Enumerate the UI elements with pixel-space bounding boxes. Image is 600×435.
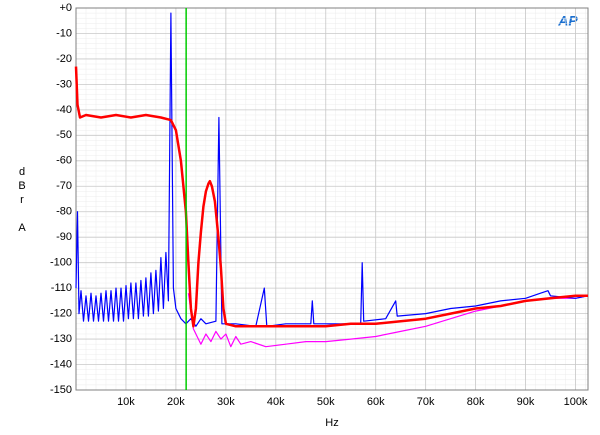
y-tick-label: -150 bbox=[50, 384, 72, 396]
series-line bbox=[75, 12, 589, 327]
x-tick-label: 100k bbox=[564, 396, 588, 408]
x-tick-label: 10k bbox=[117, 396, 135, 408]
series-line bbox=[74, 66, 588, 328]
x-tick-label: 80k bbox=[467, 396, 485, 408]
y-tick-label: -130 bbox=[50, 333, 72, 345]
x-tick-label: 70k bbox=[417, 396, 435, 408]
x-tick-label: 50k bbox=[317, 396, 335, 408]
x-tick-label: 40k bbox=[267, 396, 285, 408]
y-axis-unit: A bbox=[18, 222, 26, 234]
y-tick-label: -110 bbox=[51, 282, 72, 294]
y-tick-label: -100 bbox=[50, 257, 72, 269]
y-tick-label: -50 bbox=[56, 129, 72, 141]
y-tick-label: -140 bbox=[50, 358, 72, 370]
y-tick-label: -10 bbox=[56, 27, 72, 39]
y-tick-label: -40 bbox=[56, 104, 72, 116]
y-tick-label: +0 bbox=[59, 2, 72, 14]
y-tick-label: -30 bbox=[56, 78, 72, 90]
x-tick-label: 30k bbox=[217, 396, 235, 408]
logo: AP bbox=[557, 13, 578, 29]
series-line bbox=[187, 293, 589, 348]
y-tick-label: -120 bbox=[50, 308, 72, 320]
x-axis-label: Hz bbox=[325, 417, 338, 429]
x-tick-label: 90k bbox=[517, 396, 535, 408]
y-tick-label: -20 bbox=[56, 53, 72, 65]
y-tick-label: -60 bbox=[56, 155, 72, 167]
y-tick-label: -70 bbox=[56, 180, 72, 192]
x-tick-label: 20k bbox=[167, 396, 185, 408]
x-tick-label: 60k bbox=[367, 396, 385, 408]
y-tick-label: -90 bbox=[56, 231, 72, 243]
plot-frame bbox=[75, 7, 589, 391]
y-tick-label: -80 bbox=[56, 206, 72, 218]
